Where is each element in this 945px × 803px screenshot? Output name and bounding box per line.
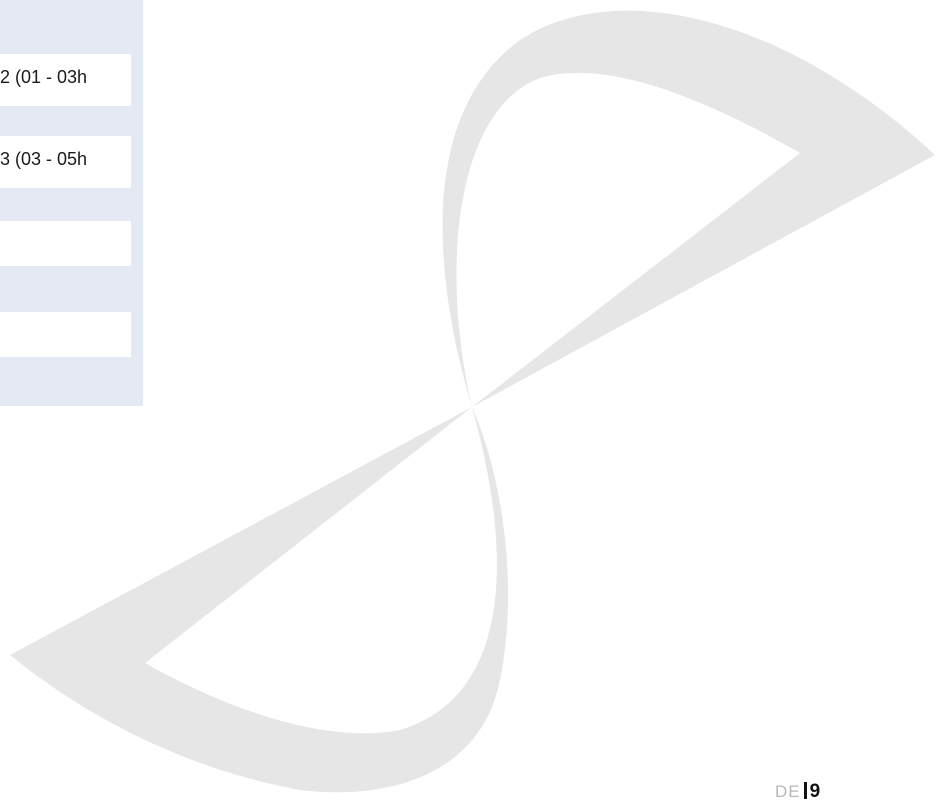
schedule-row-label: 3 (03 - 05h [0,149,88,169]
schedule-panel: 2 (01 - 03h 3 (03 - 05h [0,0,143,406]
schedule-row [0,312,131,357]
schedule-row: 2 (01 - 03h [0,54,131,106]
page-footer: DE 9 [775,781,820,803]
schedule-row [0,221,131,266]
language-code: DE [775,782,801,801]
schedule-row-label: 2 (01 - 03h [0,67,88,87]
watermark-lower-lobe [10,407,509,793]
schedule-row: 3 (03 - 05h [0,136,131,188]
watermark-upper-lobe [442,10,935,407]
page-number: 9 [809,781,821,802]
footer-divider [803,782,807,799]
